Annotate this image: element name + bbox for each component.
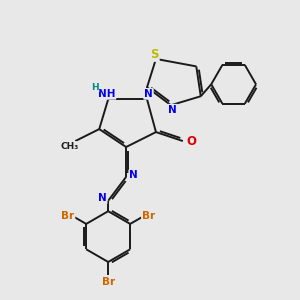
Text: N: N (144, 89, 153, 99)
Text: H: H (91, 83, 99, 92)
Text: S: S (150, 48, 159, 61)
Text: Br: Br (61, 211, 74, 221)
Text: N: N (168, 105, 177, 115)
Text: N: N (129, 170, 138, 180)
Text: Br: Br (142, 211, 155, 221)
Text: O: O (186, 134, 196, 148)
Text: N: N (98, 194, 106, 203)
Text: NH: NH (98, 89, 116, 99)
Text: CH₃: CH₃ (61, 142, 79, 151)
Text: Br: Br (102, 277, 115, 287)
